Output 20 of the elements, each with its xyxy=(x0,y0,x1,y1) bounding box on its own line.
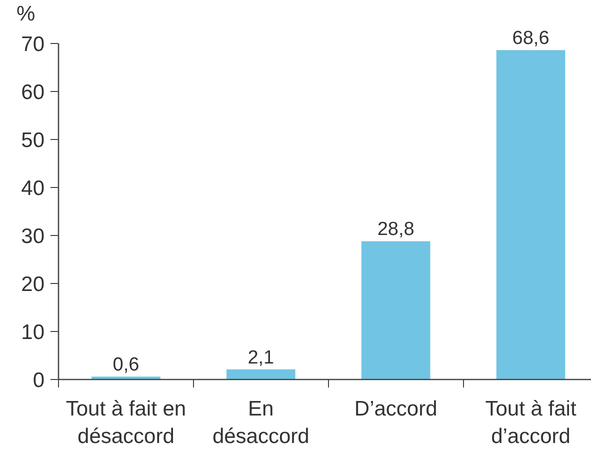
y-axis-title: % xyxy=(16,2,36,26)
x-tick-label: Tout à fait en désaccord xyxy=(66,398,186,448)
x-tick-label: Tout à fait d’accord xyxy=(485,398,576,448)
data-label: 28,8 xyxy=(377,219,414,240)
y-tick-label: 60 xyxy=(21,80,44,104)
y-tick-label: 40 xyxy=(21,176,44,200)
x-tick-label: En désaccord xyxy=(212,398,310,448)
x-tick-label: D’accord xyxy=(354,398,438,420)
y-tick-label: 20 xyxy=(21,272,44,296)
data-label: 2,1 xyxy=(248,347,274,368)
y-tick-label: 0 xyxy=(32,369,45,392)
data-label: 0,6 xyxy=(112,354,140,376)
bar xyxy=(361,241,430,380)
y-tick-label: 70 xyxy=(21,32,44,56)
bar xyxy=(496,50,566,380)
y-tick-label: 10 xyxy=(21,320,44,344)
bar xyxy=(226,369,296,380)
y-tick-label: 30 xyxy=(21,224,44,248)
data-label: 68,6 xyxy=(512,28,550,50)
y-tick-label: 50 xyxy=(21,128,44,152)
